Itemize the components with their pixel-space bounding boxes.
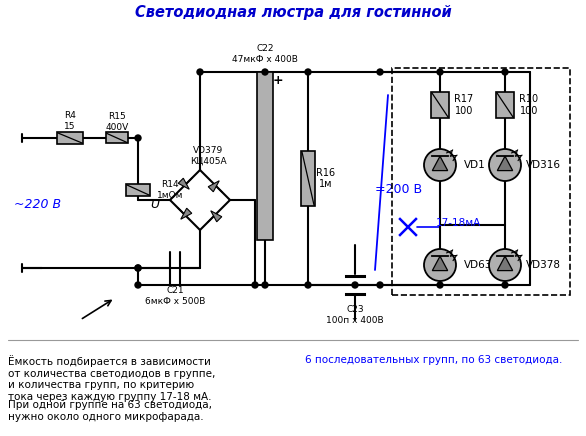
Text: R17
100: R17 100 [454,94,473,116]
Circle shape [489,149,521,181]
Circle shape [252,282,258,288]
Circle shape [424,149,456,181]
Polygon shape [432,156,448,170]
Text: 6 последовательных групп, по 63 светодиода.: 6 последовательных групп, по 63 светодио… [305,355,563,365]
Circle shape [502,282,508,288]
Circle shape [437,69,443,75]
Circle shape [305,282,311,288]
Polygon shape [208,181,219,192]
Text: C22
47мкФ x 400В: C22 47мкФ x 400В [232,44,298,64]
Circle shape [424,249,456,281]
Circle shape [305,69,311,75]
Circle shape [135,135,141,141]
Text: Ёмкость подбирается в зависимости
от количества светодиодов в группе,
и количест: Ёмкость подбирается в зависимости от кол… [8,355,216,402]
Bar [106,133,128,143]
Text: +: + [272,74,283,86]
Text: VD379
КЦ405А: VD379 КЦ405А [190,146,226,166]
Text: VD63: VD63 [464,260,492,270]
Text: C23
100п x 400В: C23 100п x 400В [326,305,384,325]
Polygon shape [211,211,222,222]
Bar [496,92,514,118]
Text: R15
400V: R15 400V [105,112,128,132]
Circle shape [135,265,141,271]
Circle shape [377,282,383,288]
Circle shape [135,265,141,271]
Polygon shape [180,208,192,219]
Circle shape [262,69,268,75]
Text: R16
1м: R16 1м [316,168,336,189]
Polygon shape [178,178,189,189]
Circle shape [377,69,383,75]
Text: Светодиодная люстра для гостинной: Светодиодная люстра для гостинной [135,6,451,20]
Circle shape [437,282,443,288]
Bar [392,68,570,295]
Bar [57,132,83,144]
Text: 17-18мА: 17-18мА [436,218,481,228]
Text: При одной группе на 63 светодиода,
нужно около одного микрофарада.: При одной группе на 63 светодиода, нужно… [8,400,212,422]
Text: VD1: VD1 [464,160,486,170]
Text: R4
15: R4 15 [64,111,76,131]
Bar [301,151,315,206]
Polygon shape [498,256,513,271]
Text: =200 В: =200 В [375,184,422,197]
Circle shape [502,69,508,75]
Polygon shape [432,256,448,271]
Circle shape [262,282,268,288]
Text: VD378: VD378 [526,260,561,270]
Circle shape [489,249,521,281]
Text: R14
1мОм: R14 1мОм [156,181,183,200]
Circle shape [197,69,203,75]
Bar [431,92,449,118]
Text: C21
6мкФ x 500В: C21 6мкФ x 500В [145,286,205,306]
Text: U: U [151,198,159,211]
Text: R10
100: R10 100 [519,94,539,116]
Circle shape [352,282,358,288]
Bar [257,72,273,240]
Text: VD316: VD316 [526,160,561,170]
Text: ~220 В: ~220 В [14,198,61,211]
Circle shape [135,282,141,288]
Bar [126,184,150,196]
Polygon shape [498,156,513,170]
